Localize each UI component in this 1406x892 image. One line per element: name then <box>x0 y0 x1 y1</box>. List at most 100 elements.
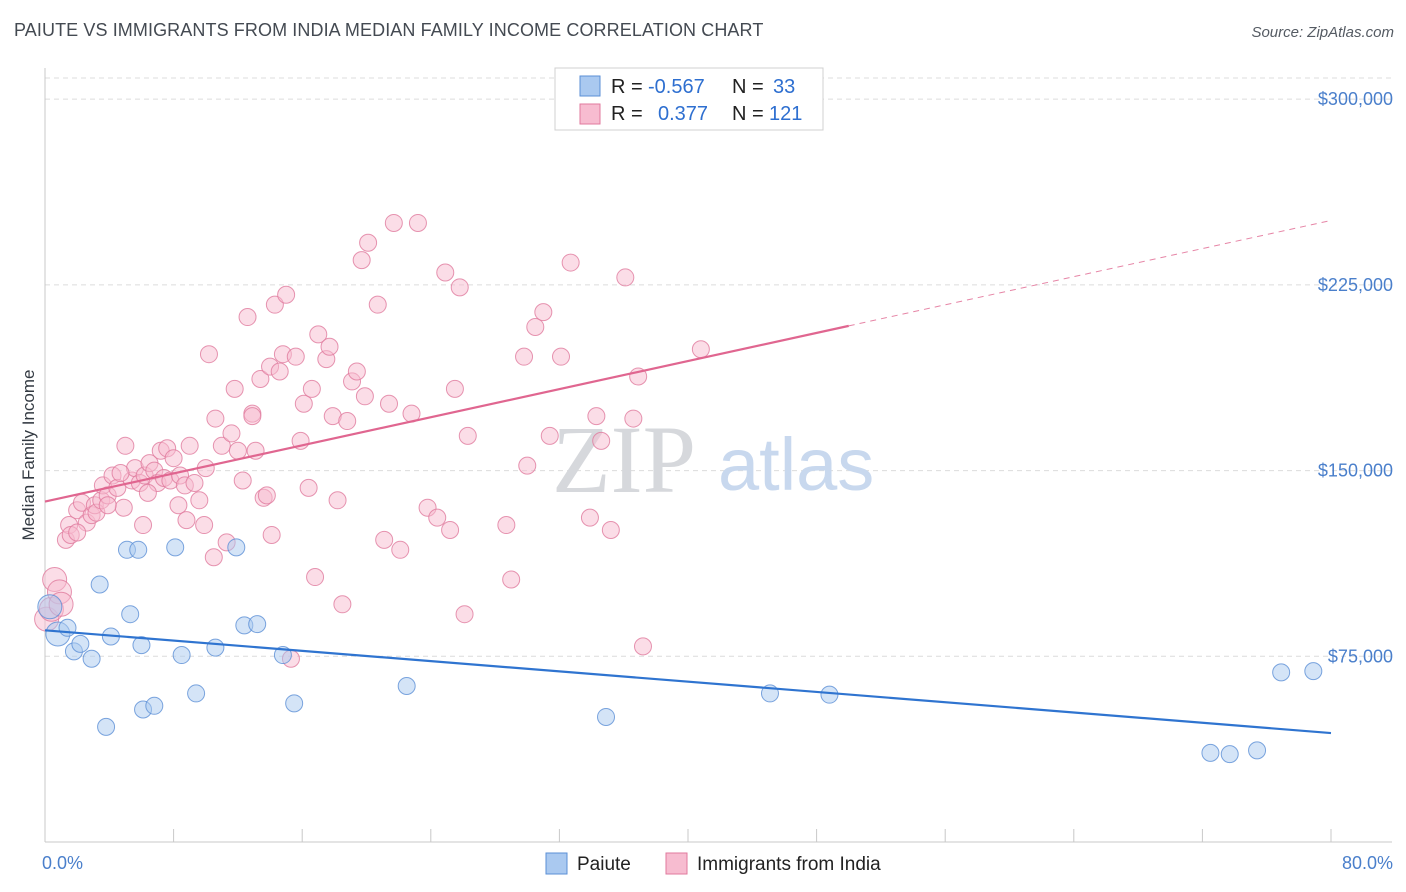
legend-r-value-2: 0.377 <box>658 103 708 125</box>
legend-r-label-2: R = <box>611 103 643 125</box>
india-point-66 <box>294 394 313 413</box>
paiute-point-6 <box>90 575 109 594</box>
india-point-109 <box>601 521 620 539</box>
legend-paiute-swatch <box>579 75 601 97</box>
india-point-50 <box>233 471 252 490</box>
india-point-110 <box>616 268 635 287</box>
legend-india-swatch <box>579 103 601 125</box>
india-point-48 <box>225 379 244 398</box>
india-point-43 <box>204 548 223 567</box>
india-point-45 <box>212 436 231 455</box>
india-point-108 <box>592 431 611 450</box>
india-point-70 <box>309 325 328 344</box>
india-point-111 <box>624 409 643 428</box>
stats-legend: R = -0.567 N = 33 R = 0.377 N = 121 <box>554 67 824 131</box>
paiute-point-22 <box>273 646 292 665</box>
india-point-90 <box>428 508 447 527</box>
india-point-64 <box>286 347 305 366</box>
y-tick-label-3: $300,000 <box>1318 89 1393 109</box>
paiute-point-24 <box>397 677 416 695</box>
india-point-76 <box>338 412 357 431</box>
paiute-point-29 <box>1220 745 1239 764</box>
paiute-point-19 <box>227 538 246 557</box>
india-point-78 <box>347 362 366 381</box>
india-point-95 <box>458 426 477 445</box>
india-point-40 <box>195 516 214 535</box>
india-point-59 <box>265 295 284 314</box>
india-point-117 <box>138 483 157 502</box>
bottom-legend-paiute-swatch <box>545 852 568 875</box>
india-point-60 <box>270 362 289 381</box>
india-point-74 <box>328 491 347 510</box>
legend-r-value-1: -0.567 <box>648 76 705 98</box>
paiute-point-17 <box>187 684 206 703</box>
india-point-37 <box>180 436 199 455</box>
paiute-point-30 <box>1248 741 1267 760</box>
india-point-93 <box>445 379 464 398</box>
india-trend-line <box>44 324 849 503</box>
watermark: ZIP atlas <box>552 406 874 513</box>
series-legend: Paiute Immigrants from India <box>545 852 881 875</box>
legend-n-label-2: N = <box>732 103 764 125</box>
legend-n-label-1: N = <box>732 76 764 98</box>
india-point-105 <box>561 253 580 272</box>
chart-title: PAIUTE VS IMMIGRANTS FROM INDIA MEDIAN F… <box>14 20 764 40</box>
india-point-72 <box>320 337 339 356</box>
india-point-100 <box>518 456 537 475</box>
paiute-point-21 <box>248 615 267 634</box>
paiute-point-25 <box>597 707 616 726</box>
india-point-54 <box>251 369 270 388</box>
india-point-114 <box>691 340 710 359</box>
india-point-113 <box>633 637 652 656</box>
paiute-point-16 <box>172 646 191 665</box>
india-point-85 <box>384 213 403 232</box>
bottom-legend-india-label: Immigrants from India <box>697 854 881 875</box>
paiute-point-27 <box>820 685 839 704</box>
india-point-92 <box>441 521 460 539</box>
paiute-point-7 <box>97 717 116 736</box>
watermark-atlas: atlas <box>718 423 874 506</box>
india-point-33 <box>164 449 183 468</box>
paiute-point-28 <box>1201 743 1220 762</box>
axes <box>44 68 1392 843</box>
paiute-point-10 <box>121 605 140 624</box>
y-tick-labels: $75,000 $150,000 $225,000 $300,000 <box>1318 89 1393 666</box>
india-point-99 <box>515 347 534 366</box>
india-point-56 <box>257 486 276 505</box>
legend-n-value-1: 33 <box>773 76 795 98</box>
paiute-point-14 <box>145 696 164 715</box>
y-tick-label-2: $225,000 <box>1318 275 1393 295</box>
india-point-116 <box>98 496 117 515</box>
paiute-trend-line <box>44 629 1332 735</box>
india-point-47 <box>222 424 241 443</box>
watermark-zip: ZIP <box>552 406 696 513</box>
x-max-label: 80.0% <box>1342 853 1393 873</box>
india-point-75 <box>333 595 352 614</box>
india-point-94 <box>450 278 469 297</box>
india-point-97 <box>497 516 516 535</box>
paiute-point-0 <box>37 594 63 620</box>
india-point-67 <box>299 478 318 497</box>
paiute-point-11 <box>129 540 148 559</box>
india-point-101 <box>526 317 545 336</box>
paiute-point-23 <box>285 694 304 713</box>
india-point-106 <box>580 508 599 527</box>
trend-lines <box>44 219 1332 735</box>
india-point-42 <box>199 345 218 364</box>
paiute-point-2 <box>58 618 77 637</box>
india-points <box>34 213 710 668</box>
india-point-58 <box>262 525 281 544</box>
y-axis-title: Median Family Income <box>19 369 38 540</box>
india-point-96 <box>455 605 474 624</box>
india-point-24 <box>134 516 153 535</box>
india-point-62 <box>277 285 296 304</box>
source-label: Source: ZipAtlas.com <box>1251 24 1394 41</box>
paiute-point-5 <box>82 649 101 668</box>
india-trend-line-extension <box>848 219 1332 327</box>
paiute-point-4 <box>71 634 90 653</box>
india-point-80 <box>355 387 374 406</box>
y-tick-label-0: $75,000 <box>1328 646 1393 666</box>
india-point-98 <box>502 570 521 589</box>
india-point-115 <box>243 407 262 426</box>
